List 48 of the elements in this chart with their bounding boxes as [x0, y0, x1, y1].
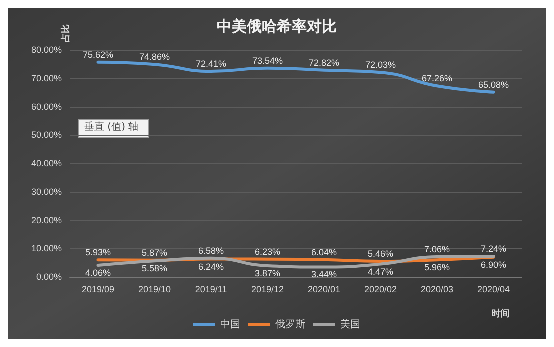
y-tick-label: 10.00%	[31, 244, 62, 254]
data-label: 5.96%	[424, 262, 450, 273]
data-label: 7.24%	[480, 244, 507, 254]
data-label: 67.26%	[422, 74, 453, 84]
data-label: 6.58%	[198, 246, 224, 256]
data-label: 5.58%	[142, 264, 168, 274]
data-label: 4.06%	[85, 268, 112, 278]
data-label: 72.82%	[308, 58, 340, 68]
x-axis-title: 时间	[492, 308, 510, 318]
x-tick-label: 2019/12	[251, 284, 284, 294]
chart-title: 中美俄哈希率对比	[217, 18, 337, 36]
data-label: 72.41%	[196, 59, 227, 70]
legend-label: 美国	[340, 318, 360, 330]
x-tick-label: 2019/10	[138, 284, 172, 294]
y-tick-label: 20.00%	[31, 215, 62, 226]
data-label: 4.47%	[368, 266, 394, 277]
x-tick-label: 2020/03	[420, 284, 454, 294]
x-tick-label: 2019/09	[82, 284, 115, 294]
legend-label: 俄罗斯	[276, 318, 306, 330]
data-label: 5.93%	[85, 248, 112, 258]
y-axis-title: 占比	[60, 24, 70, 43]
annotation: 垂直 (值) 轴	[84, 121, 139, 133]
data-label: 7.06%	[424, 244, 450, 254]
data-label: 6.90%	[480, 260, 507, 270]
data-label: 3.87%	[254, 268, 281, 279]
y-tick-label: 40.00%	[31, 158, 62, 168]
data-label: 75.62%	[82, 50, 114, 60]
y-tick-label: 80.00%	[31, 45, 62, 55]
x-tick-label: 2020/02	[364, 284, 398, 294]
x-tick-label: 2020/01	[308, 284, 341, 294]
data-label: 5.46%	[368, 249, 394, 260]
data-label: 72.03%	[365, 60, 396, 70]
y-tick-label: 50.00%	[31, 130, 62, 140]
data-label: 6.04%	[311, 247, 338, 258]
y-tick-label: 70.00%	[31, 73, 62, 84]
data-label: 3.44%	[311, 270, 338, 280]
data-label: 65.08%	[478, 80, 510, 90]
data-label: 6.24%	[198, 262, 224, 272]
x-tick-label: 2019/11	[195, 284, 228, 294]
data-label: 5.87%	[142, 248, 168, 258]
y-tick-label: 30.00%	[31, 186, 62, 197]
x-tick-label: 2020/04	[477, 284, 510, 294]
data-label: 73.54%	[252, 56, 284, 66]
data-label: 74.86%	[139, 52, 170, 62]
data-label: 6.23%	[254, 246, 281, 257]
y-tick-label: 60.00%	[31, 102, 62, 112]
legend-label: 中国	[220, 318, 240, 330]
y-tick-label: 0.00%	[36, 272, 62, 282]
